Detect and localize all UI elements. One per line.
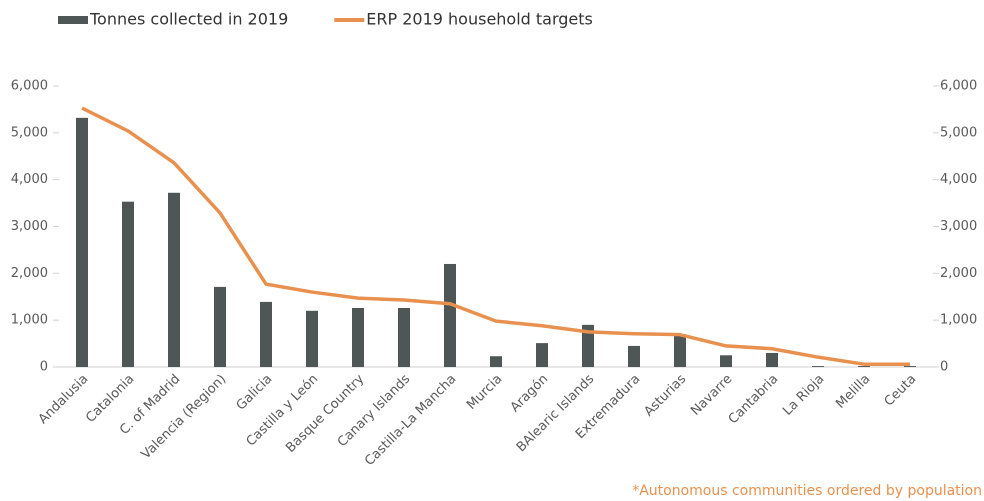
x-tick-label: Murcia <box>464 372 505 413</box>
x-tick-label: Ceuta <box>882 372 920 410</box>
line <box>81 106 910 366</box>
bar <box>858 366 870 367</box>
bar <box>76 117 88 367</box>
bar <box>628 345 640 367</box>
x-tick-label: Valencia (Region) <box>139 372 230 463</box>
bar <box>674 334 686 367</box>
y-tick-label: 5,000 <box>11 125 48 140</box>
x-tick-label: Aragón <box>508 372 552 416</box>
y2-tick-label: 3,000 <box>940 219 977 234</box>
bar <box>812 366 824 367</box>
y-tick-label: 6,000 <box>11 79 48 94</box>
legend-label: ERP 2019 household targets <box>366 10 593 29</box>
y2-tick-label: 6,000 <box>940 79 977 94</box>
x-tick-label: Melilla <box>833 372 873 412</box>
y2-tick-label: 5,000 <box>940 125 977 140</box>
bar <box>306 310 318 367</box>
legend-swatch <box>58 16 88 24</box>
y-tick-label: 0 <box>40 360 48 375</box>
bar <box>444 263 456 367</box>
bar <box>536 343 548 367</box>
y-tick-label: 4,000 <box>11 172 48 187</box>
x-tick-label: Navarre <box>688 372 735 419</box>
x-tick-label: BAlearic Islands <box>514 372 598 456</box>
bar <box>582 324 594 367</box>
bar <box>766 352 778 367</box>
x-tick-label: Galicia <box>234 372 276 414</box>
bar <box>122 201 134 367</box>
bar <box>490 356 502 367</box>
x-tick-label: La Rioja <box>780 372 827 419</box>
bar <box>904 366 916 367</box>
bar <box>168 192 180 367</box>
bar <box>214 286 226 367</box>
y2-tick-label: 0 <box>940 360 948 375</box>
bar <box>720 355 732 367</box>
y-tick-label: 1,000 <box>11 313 48 328</box>
bar <box>398 307 410 367</box>
x-tick-label: Asturias <box>641 372 689 420</box>
x-tick-label: Basque Country <box>283 371 367 455</box>
y2-tick-label: 2,000 <box>940 266 977 281</box>
y2-tick-label: 4,000 <box>940 172 977 187</box>
legend-label: Tonnes collected in 2019 <box>89 10 288 29</box>
x-tick-label: Cantabria <box>726 372 782 428</box>
y-tick-label: 2,000 <box>11 266 48 281</box>
x-tick-label: Castilla-La Mancha <box>362 372 459 469</box>
y-tick-label: 3,000 <box>11 219 48 234</box>
bar <box>260 301 272 367</box>
bar <box>352 307 364 367</box>
y2-tick-label: 1,000 <box>940 313 977 328</box>
footnote: *Autonomous communities ordered by popul… <box>632 483 982 499</box>
x-tick-label: Andalusia <box>36 372 92 428</box>
